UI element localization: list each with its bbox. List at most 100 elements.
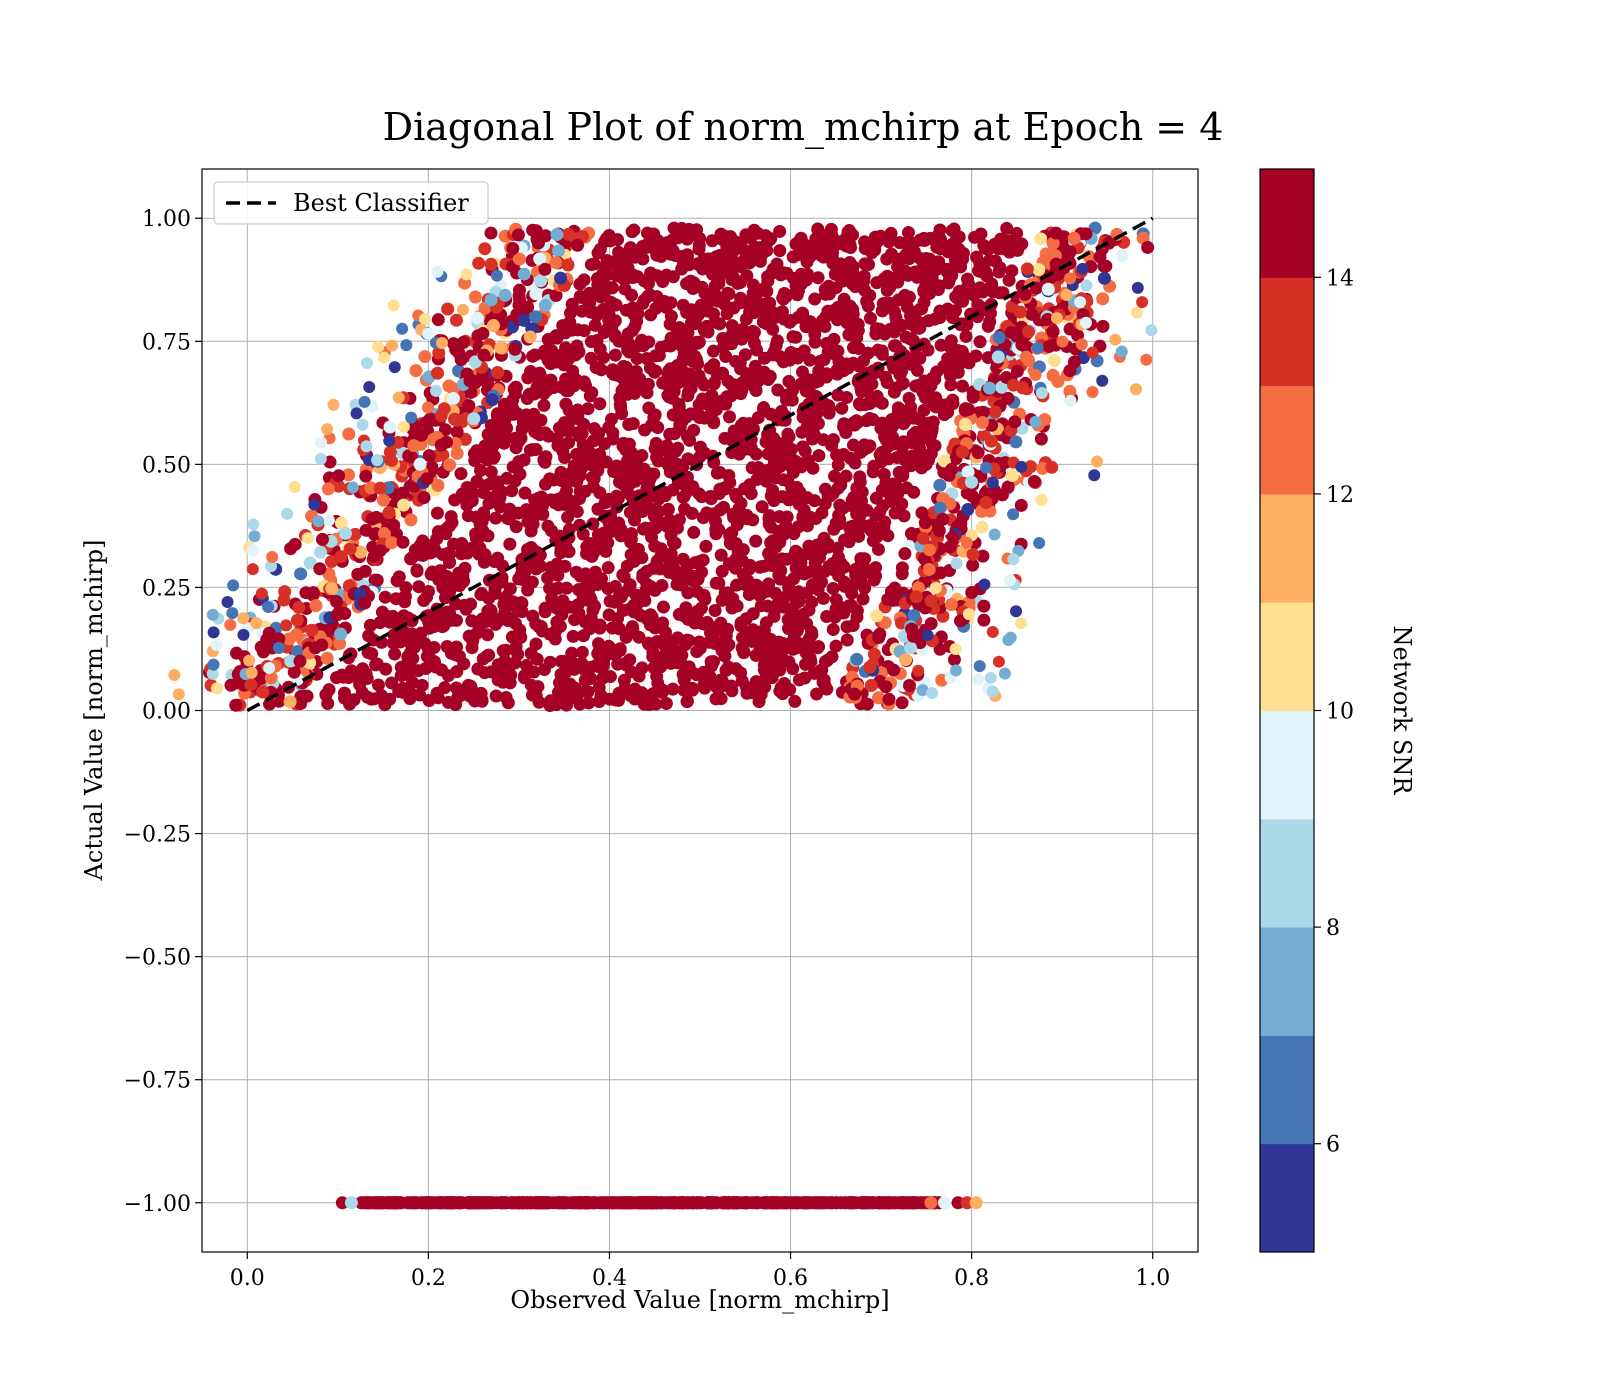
scatter-point <box>247 518 260 531</box>
scatter-point <box>727 426 741 440</box>
scatter-point <box>735 554 749 568</box>
scatter-point <box>788 1196 802 1210</box>
scatter-point <box>508 342 522 356</box>
scatter-point <box>781 474 795 488</box>
scatter-point <box>773 224 787 238</box>
scatter-point <box>693 641 707 655</box>
scatter-point <box>376 493 390 507</box>
scatter-point <box>487 449 501 463</box>
scatter-point <box>787 630 801 644</box>
scatter-point <box>250 617 263 630</box>
scatter-point <box>753 254 767 268</box>
scatter-point <box>520 391 534 405</box>
x-tick-label: 0.6 <box>773 1266 808 1291</box>
scatter-point <box>965 489 979 503</box>
scatter-point <box>698 397 712 411</box>
scatter-point <box>407 439 421 453</box>
scatter-point <box>761 373 775 387</box>
scatter-point <box>729 536 743 550</box>
scatter-point <box>449 313 463 327</box>
scatter-point <box>420 472 434 486</box>
scatter-point <box>691 572 705 586</box>
scatter-point <box>882 692 896 706</box>
scatter-point <box>574 1196 588 1210</box>
scatter-point <box>254 672 268 686</box>
scatter-point <box>1076 262 1089 275</box>
x-axis-label: Observed Value [norm_mchirp] <box>510 1286 889 1314</box>
scatter-point <box>875 446 889 460</box>
scatter-point <box>474 464 488 478</box>
scatter-point <box>438 423 452 437</box>
scatter-point <box>595 655 609 669</box>
scatter-point <box>388 361 401 374</box>
scatter-point <box>264 671 278 685</box>
scatter-point <box>924 1196 938 1210</box>
scatter-point <box>427 620 441 634</box>
scatter-point <box>886 593 900 607</box>
scatter-point <box>773 684 787 698</box>
scatter-point <box>776 636 790 650</box>
scatter-point <box>475 1196 489 1210</box>
scatter-point <box>1000 221 1014 235</box>
scatter-point <box>898 288 912 302</box>
scatter-point <box>593 618 607 632</box>
scatter-point <box>922 278 936 292</box>
scatter-point <box>321 482 335 496</box>
scatter-point <box>830 367 844 381</box>
scatter-point <box>592 694 606 708</box>
scatter-point <box>547 331 561 345</box>
scatter-point <box>1074 296 1087 309</box>
scatter-point <box>577 417 591 431</box>
scatter-point <box>472 256 486 270</box>
scatter-point <box>627 598 641 612</box>
scatter-point <box>608 314 622 328</box>
scatter-point <box>991 350 1005 364</box>
scatter-point <box>562 436 576 450</box>
colorbar-segment <box>1260 169 1314 278</box>
scatter-point <box>705 659 719 673</box>
scatter-point <box>966 558 980 572</box>
scatter-point <box>788 694 802 708</box>
scatter-point <box>358 395 371 408</box>
scatter-point <box>612 245 626 259</box>
scatter-point <box>1115 249 1129 263</box>
scatter-point <box>735 641 749 655</box>
scatter-point <box>206 667 219 680</box>
scatter-point <box>460 268 473 281</box>
scatter-point <box>662 390 676 404</box>
scatter-point <box>856 592 870 606</box>
scatter-point <box>969 1196 983 1210</box>
scatter-point <box>614 529 628 543</box>
scatter-point <box>965 585 979 599</box>
scatter-point <box>706 267 720 281</box>
scatter-point <box>471 329 485 343</box>
scatter-point <box>315 436 328 449</box>
scatter-point <box>363 381 376 394</box>
scatter-point <box>505 630 519 644</box>
scatter-point <box>314 545 328 559</box>
scatter-point <box>651 454 665 468</box>
scatter-point <box>586 434 600 448</box>
scatter-point <box>293 654 307 668</box>
scatter-point <box>960 536 973 549</box>
scatter-point <box>943 540 957 554</box>
scatter-point <box>685 665 699 679</box>
scatter-point <box>848 280 862 294</box>
scatter-point <box>284 542 298 556</box>
scatter-point <box>706 344 720 358</box>
scatter-point <box>706 675 720 689</box>
scatter-point <box>759 474 773 488</box>
scatter-point <box>435 663 449 677</box>
scatter-point <box>325 582 339 596</box>
y-tick-label: 0.50 <box>142 453 191 478</box>
scatter-point <box>533 252 547 266</box>
scatter-point <box>521 300 535 314</box>
scatter-point <box>599 455 613 469</box>
scatter-point <box>851 317 865 331</box>
scatter-point <box>618 282 632 296</box>
scatter-point <box>592 681 606 695</box>
scatter-point <box>418 350 432 364</box>
scatter-point <box>708 603 722 617</box>
scatter-point <box>577 629 591 643</box>
scatter-point <box>534 274 548 288</box>
